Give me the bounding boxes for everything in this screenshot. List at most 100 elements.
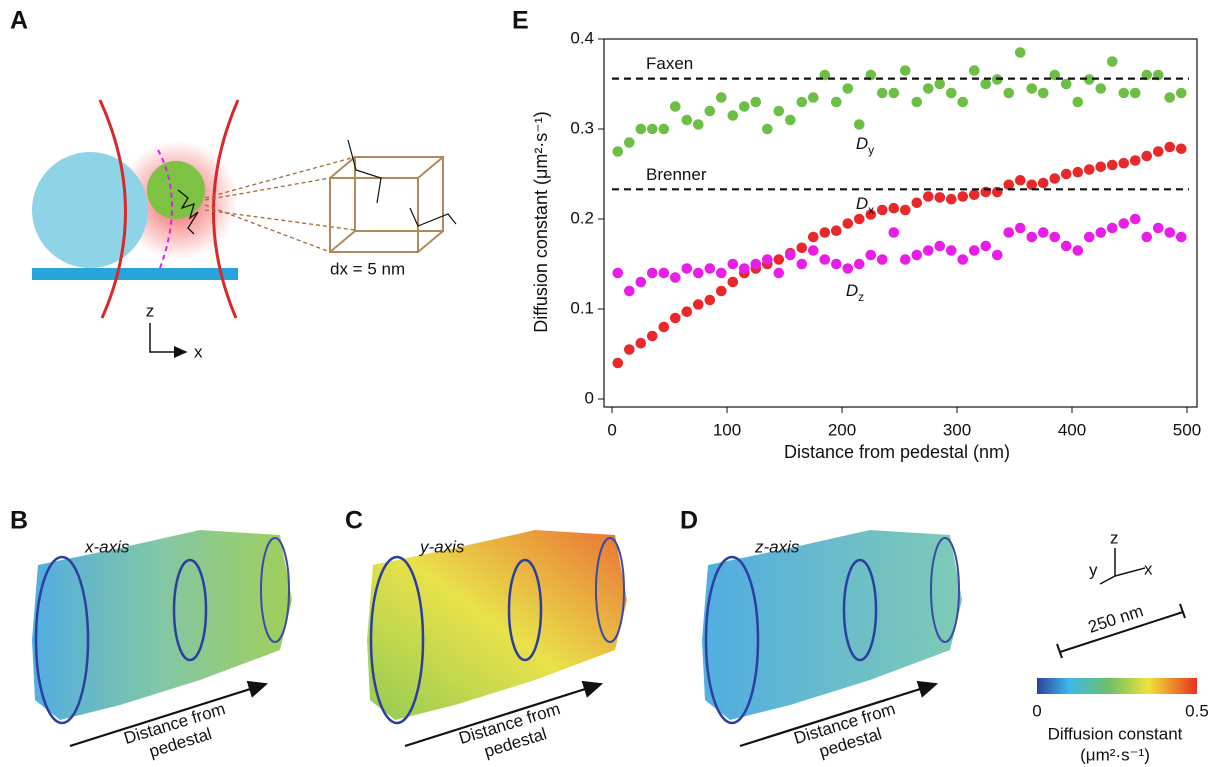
point <box>692 299 704 310</box>
point <box>876 87 888 99</box>
point <box>807 92 819 103</box>
map-panel: Cy-axis Distance frompedestal <box>345 507 627 767</box>
point <box>945 245 957 256</box>
point <box>922 245 934 256</box>
point <box>773 267 785 279</box>
colorbar-title: Diffusion constant <box>1048 724 1183 743</box>
point <box>1118 218 1130 229</box>
x-tick-label: 0 <box>607 420 616 439</box>
point <box>1141 231 1153 243</box>
series-label-main: D <box>856 134 868 153</box>
point <box>899 65 911 76</box>
map-panel: Bx-axis Distance frompedestal <box>10 507 292 767</box>
point <box>704 105 716 117</box>
x-tick-label: 500 <box>1173 420 1201 439</box>
point <box>761 254 773 265</box>
point <box>1072 96 1084 108</box>
point <box>1060 168 1072 180</box>
series-label: Dz <box>846 281 864 304</box>
point <box>715 285 727 297</box>
point <box>842 218 854 229</box>
point <box>750 258 762 270</box>
point <box>1164 92 1176 103</box>
probe-bead <box>147 161 205 219</box>
diffusion-map <box>367 530 627 720</box>
point <box>876 204 888 216</box>
point <box>796 96 808 108</box>
colorbar-tick: 0 <box>1032 701 1041 720</box>
map-title: z-axis <box>754 537 800 556</box>
point <box>1037 227 1049 238</box>
trap-beam <box>212 99 240 319</box>
reference-label: Brenner <box>646 165 707 184</box>
arrow-label: Distance frompedestal <box>122 700 234 767</box>
point <box>1106 159 1118 171</box>
arrow-label: Distance frompedestal <box>792 700 904 767</box>
series-label-sub: z <box>858 290 864 304</box>
pedestal-bead <box>32 152 148 268</box>
point <box>704 294 716 306</box>
point <box>1129 213 1141 225</box>
point <box>819 227 831 238</box>
point <box>1118 157 1130 169</box>
arrow-label: Distance frompedestal <box>457 700 569 767</box>
point <box>807 231 819 243</box>
point <box>888 227 900 238</box>
point <box>1083 231 1095 243</box>
point <box>1026 179 1038 191</box>
point <box>830 258 842 270</box>
point <box>1003 227 1015 238</box>
point <box>612 267 624 279</box>
point <box>957 191 969 202</box>
point <box>658 321 670 333</box>
point <box>635 276 647 288</box>
point <box>1106 56 1118 67</box>
x-tick-label: 200 <box>828 420 856 439</box>
point <box>865 249 877 261</box>
point <box>957 254 969 265</box>
point <box>669 272 681 283</box>
direction-arrow <box>69 680 269 748</box>
y-tick-label: 0.2 <box>570 208 594 227</box>
point <box>1095 227 1107 238</box>
point <box>1037 177 1049 189</box>
panel-label: B <box>10 507 28 535</box>
x-tick-label: 100 <box>713 420 741 439</box>
point <box>692 119 704 130</box>
point <box>1060 78 1072 90</box>
point <box>922 191 934 202</box>
point <box>830 96 842 108</box>
point <box>1164 141 1176 153</box>
point <box>1072 245 1084 256</box>
diffusion-map <box>702 530 962 720</box>
panel-label: C <box>345 507 363 535</box>
panel-label: E <box>512 7 529 35</box>
point <box>646 267 658 279</box>
point <box>635 123 647 135</box>
point <box>1049 231 1061 243</box>
point <box>842 263 854 274</box>
point <box>888 202 900 214</box>
point <box>773 254 785 265</box>
panel-label: A <box>10 7 28 35</box>
series-label-sub: x <box>868 203 874 217</box>
point <box>911 249 923 261</box>
triad <box>1099 548 1146 585</box>
point <box>669 312 681 324</box>
point <box>1106 222 1118 234</box>
triad-label: x <box>1144 559 1153 578</box>
triad-label: y <box>1089 560 1098 579</box>
point <box>819 254 831 265</box>
point <box>658 123 670 135</box>
ring <box>507 558 543 662</box>
point <box>980 78 992 90</box>
point <box>1026 231 1038 243</box>
point <box>1037 87 1049 99</box>
map-title: y-axis <box>419 537 465 556</box>
x-tick-label: 400 <box>1058 420 1086 439</box>
point <box>1083 164 1095 175</box>
point <box>1129 155 1141 166</box>
x-tick-label: 300 <box>943 420 971 439</box>
point <box>1152 222 1164 234</box>
